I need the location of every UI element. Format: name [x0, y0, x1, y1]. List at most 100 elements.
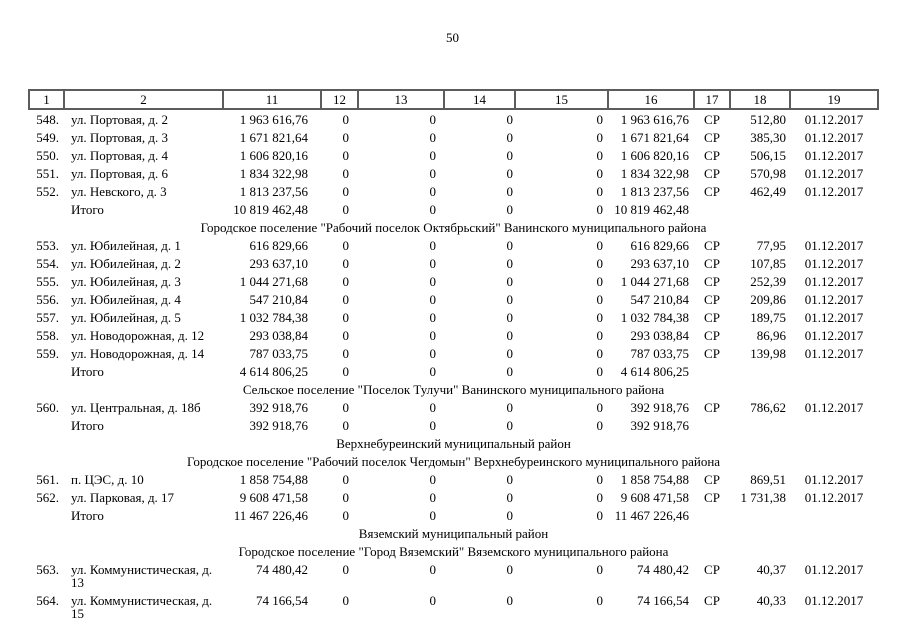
value-cell-13: 0 — [429, 256, 437, 271]
value-cell-16: 392 918,76 — [630, 418, 690, 433]
value-cell-13: 0 — [429, 346, 437, 361]
date-cell-19 — [790, 416, 878, 434]
column-header-16: 16 — [607, 89, 695, 110]
value-cell-18: 77,95 — [756, 238, 786, 253]
row-number-cell — [29, 362, 64, 380]
date-cell-19: 01.12.2017 — [804, 562, 864, 577]
row-number-cell: 564. — [36, 593, 59, 608]
address-cell: ул. Парковая, д. 17 — [71, 490, 175, 505]
type-cell-17: СР — [704, 472, 720, 487]
value-cell-11: 74 166,54 — [256, 593, 308, 608]
row-number-cell: 548. — [36, 112, 59, 127]
row-number-cell — [29, 200, 64, 218]
section-header-label: Городское поселение "Город Вяземский" Вя… — [238, 544, 669, 559]
value-cell-14: 0 — [506, 292, 514, 307]
address-cell: ул. Центральная, д. 18б — [71, 400, 201, 415]
section-header-row: Верхнебуреинский муниципальный район — [29, 434, 878, 452]
type-cell-17: СР — [704, 310, 720, 325]
value-cell-18: 462,49 — [750, 184, 786, 199]
row-number-cell: 557. — [36, 310, 59, 325]
value-cell-13: 0 — [429, 238, 437, 253]
value-cell-18 — [730, 416, 790, 434]
value-cell-18: 252,39 — [750, 274, 786, 289]
row-number-cell: 559. — [36, 346, 59, 361]
value-cell-12: 0 — [342, 130, 350, 145]
value-cell-11: 74 480,42 — [256, 562, 308, 577]
value-cell-14: 0 — [506, 364, 514, 379]
value-cell-16: 293 637,10 — [630, 256, 690, 271]
date-cell-19 — [790, 506, 878, 524]
value-cell-11: 616 829,66 — [249, 238, 309, 253]
address-cell: п. ЦЭС, д. 10 — [71, 472, 144, 487]
table-row: 560. ул. Центральная, д. 18б 392 918,76 0 0 0… — [29, 398, 878, 416]
section-header-row: Вяземский муниципальный район — [29, 524, 878, 542]
value-cell-12: 0 — [342, 418, 350, 433]
total-row: Итого 392 918,76 0 0 0 0 392 918,76 — [29, 416, 878, 434]
value-cell-15: 0 — [596, 112, 604, 127]
value-cell-11: 9 608 471,58 — [239, 490, 308, 505]
value-cell-13: 0 — [429, 472, 437, 487]
value-cell-16: 11 467 226,46 — [614, 508, 689, 523]
total-label-cell: Итого — [71, 418, 104, 433]
value-cell-16: 74 166,54 — [637, 593, 689, 608]
type-cell-17: СР — [704, 274, 720, 289]
value-cell-13: 0 — [429, 184, 437, 199]
value-cell-14: 0 — [506, 310, 514, 325]
value-cell-15: 0 — [596, 310, 604, 325]
value-cell-11: 4 614 806,25 — [239, 364, 308, 379]
value-cell-15: 0 — [596, 148, 604, 163]
value-cell-14: 0 — [506, 490, 514, 505]
payments-table: 1 2 11 12 13 14 15 16 17 18 19 548. ул. Портовая, д… — [28, 89, 879, 622]
value-cell-14: 0 — [506, 472, 514, 487]
value-cell-15: 0 — [596, 400, 604, 415]
value-cell-18: 385,30 — [750, 130, 786, 145]
value-cell-12: 0 — [342, 202, 350, 217]
total-label-cell: Итого — [71, 202, 104, 217]
value-cell-12: 0 — [342, 490, 350, 505]
value-cell-15: 0 — [596, 508, 604, 523]
section-header-label: Сельское поселение "Поселок Тулучи" Вани… — [242, 382, 665, 397]
value-cell-12: 0 — [342, 593, 350, 608]
type-cell-17: СР — [704, 166, 720, 181]
value-cell-12: 0 — [342, 292, 350, 307]
row-number-cell: 549. — [36, 130, 59, 145]
value-cell-14: 0 — [506, 166, 514, 181]
value-cell-16: 4 614 806,25 — [620, 364, 689, 379]
value-cell-11: 1 813 237,56 — [239, 184, 308, 199]
value-cell-15: 0 — [596, 274, 604, 289]
row-number-cell: 556. — [36, 292, 59, 307]
value-cell-11: 293 637,10 — [249, 256, 309, 271]
value-cell-16: 1 858 754,88 — [620, 472, 689, 487]
type-cell-17: СР — [704, 130, 720, 145]
value-cell-15: 0 — [596, 166, 604, 181]
value-cell-16: 74 480,42 — [637, 562, 689, 577]
value-cell-14: 0 — [506, 508, 514, 523]
value-cell-14: 0 — [506, 184, 514, 199]
column-header-15: 15 — [514, 89, 609, 110]
total-row: Итого 4 614 806,25 0 0 0 0 4 614 806,25 — [29, 362, 878, 380]
value-cell-18 — [730, 506, 790, 524]
table-row: 548. ул. Портовая, д. 2 1 963 616,76 0 0 0 0 1 … — [29, 109, 878, 128]
value-cell-18: 139,98 — [750, 346, 786, 361]
table-row: 549. ул. Портовая, д. 3 1 671 821,64 0 0 0 0 1 … — [29, 128, 878, 146]
table-row: 553. ул. Юбилейная, д. 1 616 829,66 0 0 0 0 616… — [29, 236, 878, 254]
section-header-label: Вяземский муниципальный район — [358, 526, 549, 541]
date-cell-19: 01.12.2017 — [804, 184, 864, 199]
value-cell-15: 0 — [596, 202, 604, 217]
value-cell-15: 0 — [596, 292, 604, 307]
table-row: 563. ул. Коммунистическая, д. 13 74 480,42… — [29, 560, 878, 591]
table-header-row: 1 2 11 12 13 14 15 16 17 18 19 — [28, 89, 879, 110]
value-cell-15: 0 — [596, 364, 604, 379]
value-cell-16: 547 210,84 — [630, 292, 690, 307]
value-cell-11: 392 918,76 — [249, 418, 309, 433]
type-cell-17 — [694, 362, 730, 380]
value-cell-14: 0 — [506, 562, 514, 577]
value-cell-11: 1 834 322,98 — [239, 166, 308, 181]
value-cell-13: 0 — [429, 112, 437, 127]
value-cell-18: 506,15 — [750, 148, 786, 163]
row-number-cell: 553. — [36, 238, 59, 253]
type-cell-17: СР — [704, 184, 720, 199]
value-cell-16: 10 819 462,48 — [614, 202, 689, 217]
